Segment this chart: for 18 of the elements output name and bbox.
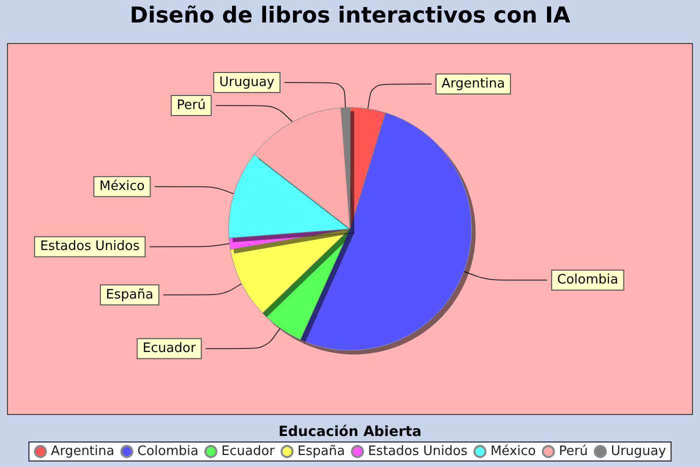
legend-label: Ecuador [221,444,276,459]
legend-label: México [490,444,536,459]
legend-label: Colombia [137,444,198,459]
legend-label: España [298,444,345,459]
slice-label: Ecuador [142,341,196,356]
slice-label: Argentina [442,76,505,92]
slice-label: Uruguay [219,75,275,90]
slice-label: México [99,179,145,194]
legend-label: Estados Unidos [368,444,468,459]
chart-title: Diseño de libros interactivos con IA [130,4,570,28]
slice-label: Perú [176,98,206,114]
legend-title: Educación Abierta [278,424,422,440]
legend-label: Argentina [50,444,114,459]
slice-label: España [106,287,154,302]
legend-label: Uruguay [610,444,666,459]
legend-label: Perú [558,444,588,459]
slice-label: Colombia [557,272,618,288]
slice-label: Estados Unidos [40,239,140,254]
